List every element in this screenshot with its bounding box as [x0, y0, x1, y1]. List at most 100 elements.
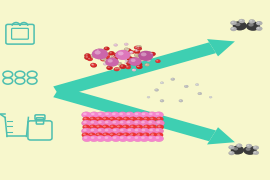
Circle shape: [118, 135, 128, 142]
Circle shape: [104, 54, 110, 58]
Circle shape: [147, 51, 152, 54]
Circle shape: [253, 151, 259, 155]
Circle shape: [126, 61, 133, 66]
Circle shape: [129, 57, 141, 66]
Circle shape: [125, 48, 127, 50]
Circle shape: [136, 45, 142, 49]
Circle shape: [117, 62, 122, 66]
Circle shape: [140, 128, 150, 134]
Circle shape: [230, 21, 237, 25]
Circle shape: [126, 66, 129, 67]
Circle shape: [92, 49, 108, 59]
Circle shape: [125, 65, 131, 69]
Circle shape: [102, 117, 109, 122]
Circle shape: [124, 56, 128, 59]
Circle shape: [148, 128, 157, 134]
Circle shape: [171, 78, 173, 79]
Circle shape: [135, 46, 137, 48]
Circle shape: [96, 135, 106, 142]
Circle shape: [147, 135, 157, 142]
Circle shape: [113, 56, 117, 59]
Circle shape: [95, 125, 103, 130]
Circle shape: [100, 57, 106, 61]
Circle shape: [103, 133, 106, 135]
Circle shape: [113, 136, 116, 139]
Circle shape: [148, 51, 150, 53]
Circle shape: [139, 135, 149, 142]
Circle shape: [126, 61, 133, 66]
Circle shape: [256, 26, 262, 31]
Circle shape: [116, 117, 123, 122]
Circle shape: [228, 145, 235, 149]
Circle shape: [91, 55, 93, 56]
Circle shape: [126, 55, 131, 59]
Circle shape: [119, 64, 126, 69]
Circle shape: [142, 132, 150, 138]
Circle shape: [129, 125, 137, 130]
Circle shape: [156, 117, 164, 122]
Circle shape: [147, 59, 149, 60]
Circle shape: [129, 132, 137, 138]
Circle shape: [123, 125, 126, 127]
Circle shape: [96, 49, 101, 52]
Circle shape: [141, 136, 145, 139]
Circle shape: [124, 118, 127, 119]
Circle shape: [233, 147, 238, 150]
Circle shape: [253, 146, 259, 150]
Circle shape: [104, 53, 110, 56]
Circle shape: [110, 125, 113, 127]
Circle shape: [96, 120, 106, 126]
Circle shape: [95, 117, 103, 122]
Circle shape: [81, 112, 91, 118]
Circle shape: [118, 135, 128, 142]
Circle shape: [122, 132, 130, 138]
Circle shape: [102, 132, 110, 138]
Circle shape: [105, 47, 107, 49]
Circle shape: [125, 43, 126, 44]
Circle shape: [149, 117, 157, 122]
Circle shape: [135, 50, 137, 52]
Circle shape: [126, 49, 129, 51]
Circle shape: [103, 135, 113, 142]
Circle shape: [98, 129, 102, 131]
Circle shape: [147, 112, 157, 118]
Circle shape: [84, 53, 91, 58]
Circle shape: [157, 118, 160, 119]
Circle shape: [91, 64, 93, 65]
Circle shape: [124, 56, 128, 59]
Circle shape: [123, 117, 130, 122]
Circle shape: [150, 132, 157, 138]
Circle shape: [254, 146, 256, 148]
Circle shape: [109, 125, 117, 130]
Circle shape: [156, 125, 164, 130]
Circle shape: [136, 62, 142, 67]
Circle shape: [115, 50, 130, 60]
Circle shape: [198, 92, 202, 95]
Circle shape: [124, 133, 126, 135]
Circle shape: [100, 57, 106, 61]
Circle shape: [104, 47, 110, 51]
Circle shape: [95, 132, 103, 138]
Circle shape: [156, 60, 158, 61]
Circle shape: [98, 113, 102, 115]
Circle shape: [137, 125, 140, 127]
Circle shape: [148, 121, 152, 123]
Circle shape: [106, 55, 111, 57]
Circle shape: [136, 49, 137, 50]
Circle shape: [90, 63, 96, 67]
Circle shape: [143, 117, 150, 122]
Circle shape: [236, 144, 242, 148]
Circle shape: [112, 113, 116, 115]
Circle shape: [129, 58, 134, 61]
Circle shape: [136, 125, 143, 130]
Circle shape: [238, 19, 245, 23]
Circle shape: [107, 55, 109, 56]
Circle shape: [126, 56, 131, 59]
Circle shape: [149, 129, 153, 131]
Circle shape: [96, 135, 106, 142]
Circle shape: [83, 113, 87, 115]
Circle shape: [126, 135, 135, 142]
Circle shape: [125, 59, 127, 60]
Circle shape: [147, 55, 151, 58]
Circle shape: [136, 65, 143, 69]
